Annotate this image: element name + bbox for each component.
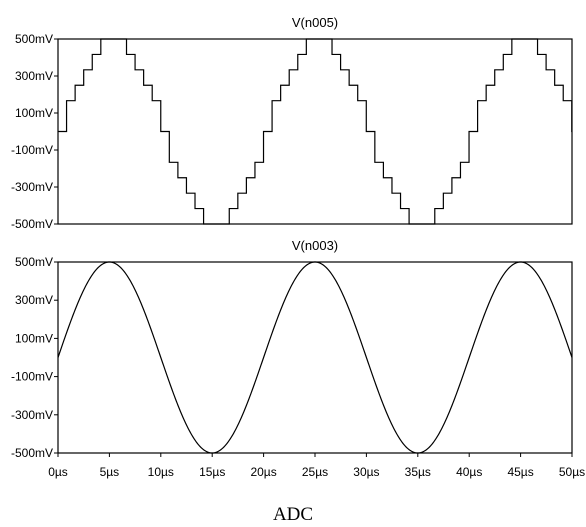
x-tick-label: 15µs — [199, 465, 225, 479]
y-tick-label: 100mV — [15, 106, 53, 120]
x-tick-label: 45µs — [507, 465, 533, 479]
y-tick-label: 500mV — [15, 255, 53, 269]
y-tick-label: -500mV — [11, 217, 53, 231]
plot-v-n005: V(n005) 500mV 300mV 100mV -100mV -300mV -500mV — [11, 15, 573, 231]
y-tick-label: 100mV — [15, 331, 53, 345]
y-tick-label: 300mV — [15, 293, 53, 307]
plot-title: V(n005) — [292, 15, 338, 30]
x-tick-label: 20µs — [250, 465, 276, 479]
x-tick-label: 5µs — [100, 465, 120, 479]
x-tick-label: 0µs — [48, 465, 68, 479]
x-tick-label: 30µs — [353, 465, 379, 479]
x-tick-label: 10µs — [148, 465, 174, 479]
x-tick-label: 40µs — [456, 465, 482, 479]
y-tick-label: -300mV — [11, 408, 53, 422]
x-tick-label: 35µs — [405, 465, 431, 479]
series-line — [58, 38, 573, 225]
plot-v-n003: V(n003) 500mV 300mV 100mV -100mV -300mV -500mV… — [11, 238, 585, 479]
y-tick-label: -500mV — [11, 446, 53, 460]
y-tick-label: -100mV — [11, 370, 53, 384]
figure-caption: ADC — [272, 504, 314, 525]
y-tick-label: 500mV — [15, 32, 53, 46]
plot-title: V(n003) — [292, 238, 338, 253]
x-tick-label: 25µs — [302, 465, 328, 479]
y-tick-label: -100mV — [11, 143, 53, 157]
series-line — [57, 261, 573, 454]
y-tick-label: 300mV — [15, 69, 53, 83]
x-tick-label: 50µs — [559, 465, 585, 479]
y-tick-label: -300mV — [11, 180, 53, 194]
